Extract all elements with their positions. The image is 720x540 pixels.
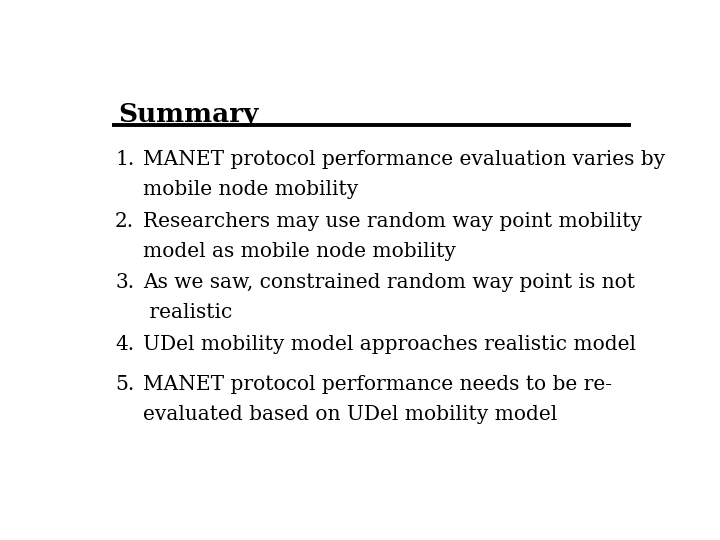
Text: evaluated based on UDel mobility model: evaluated based on UDel mobility model xyxy=(143,405,557,424)
Text: Researchers may use random way point mobility: Researchers may use random way point mob… xyxy=(143,212,642,231)
Text: MANET protocol performance evaluation varies by: MANET protocol performance evaluation va… xyxy=(143,150,665,169)
Text: As we saw, constrained random way point is not: As we saw, constrained random way point … xyxy=(143,273,635,292)
Text: 2.: 2. xyxy=(115,212,134,231)
Text: 1.: 1. xyxy=(115,150,135,169)
Text: 4.: 4. xyxy=(115,335,134,354)
Text: 5.: 5. xyxy=(115,375,135,394)
Text: model as mobile node mobility: model as mobile node mobility xyxy=(143,241,456,260)
Text: realistic: realistic xyxy=(143,303,233,322)
Text: UDel mobility model approaches realistic model: UDel mobility model approaches realistic… xyxy=(143,335,636,354)
Text: 3.: 3. xyxy=(115,273,134,292)
Text: MANET protocol performance needs to be re-: MANET protocol performance needs to be r… xyxy=(143,375,612,394)
Text: mobile node mobility: mobile node mobility xyxy=(143,180,359,199)
Text: Summary: Summary xyxy=(118,102,258,127)
